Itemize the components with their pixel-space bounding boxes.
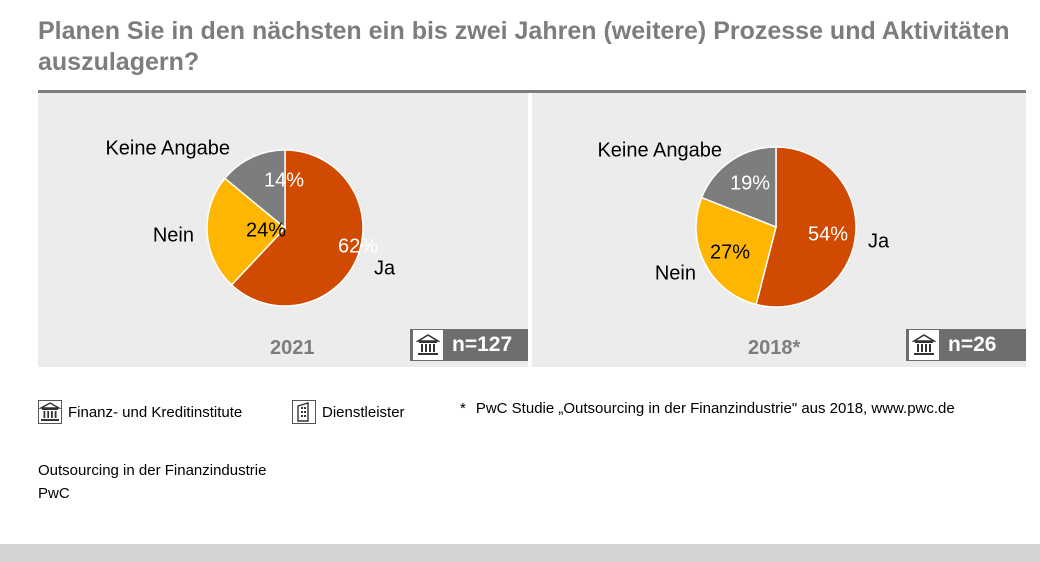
panel-2018: 54% Ja 27% Nein 19% Keine Angabe 2018* n=26 [532, 93, 1026, 367]
panel-2021: 62% Ja 24% Nein 14% Keine Angabe 2021 n=127 [38, 93, 528, 367]
category-label-keine-angabe: Keine Angabe [597, 139, 722, 161]
value-label-keine-angabe: 19% [730, 172, 770, 194]
legend-provider: Dienstleister [292, 400, 405, 424]
pie-chart-2018: 54% Ja 27% Nein 19% Keine Angabe [597, 139, 890, 308]
source-note: PwC Studie „Outsourcing in der Finanzind… [475, 400, 955, 417]
legend-bank: Finanz- und Kreditinstitute [38, 400, 242, 424]
pie-slice-ja [755, 146, 857, 308]
value-label-nein: 27% [710, 241, 750, 263]
pie-slice-nein [206, 177, 287, 286]
legend: Finanz- und Kreditinstitute Dienstleiste… [38, 400, 1038, 424]
legend-bank-label: Finanz- und Kreditinstitute [68, 403, 243, 421]
value-label-ja: 62% [338, 235, 378, 257]
building-icon [292, 400, 316, 424]
bank-icon [38, 400, 62, 424]
bank-icon [412, 329, 444, 361]
sample-size-badge-2021: n=127 [410, 329, 528, 361]
pie-slice-nein [695, 196, 777, 306]
year-label-2018: 2018* [748, 337, 801, 359]
sample-size-badge-2018: n=26 [906, 329, 1026, 361]
category-label-keine-angabe: Keine Angabe [105, 137, 230, 159]
pie-slice-keine-angabe [223, 149, 286, 230]
footer-publication: Outsourcing in der Finanzindustrie [38, 462, 267, 479]
panel-divider [528, 93, 532, 367]
pie-slice-ja [230, 149, 364, 307]
category-label-ja: Ja [374, 257, 396, 279]
pie-slice-keine-angabe [700, 146, 777, 229]
note-marker: * [460, 400, 466, 417]
sample-size-2021: n=127 [452, 333, 513, 356]
value-label-ja: 54% [808, 223, 848, 245]
category-label-nein: Nein [655, 262, 696, 284]
value-label-nein: 24% [246, 219, 286, 241]
title-rule [38, 90, 1026, 93]
legend-note: * PwC Studie „Outsourcing in der Finanzi… [460, 400, 955, 417]
sample-size-2018: n=26 [948, 333, 997, 356]
pie-chart-2021: 62%Ja 24% Nein 14% Keine Angabe [105, 137, 396, 307]
bottom-bar [0, 544, 1040, 562]
chart-title: Planen Sie in den nächsten ein bis zwei … [38, 17, 1010, 76]
footer-publisher: PwC [38, 485, 70, 502]
value-label-keine-angabe: 14% [264, 169, 304, 191]
category-label-ja: Ja [868, 230, 890, 252]
bank-icon [908, 329, 940, 361]
legend-provider-label: Dienstleister [322, 403, 405, 421]
category-label-nein: Nein [153, 224, 194, 246]
year-label-2021: 2021 [270, 337, 315, 359]
